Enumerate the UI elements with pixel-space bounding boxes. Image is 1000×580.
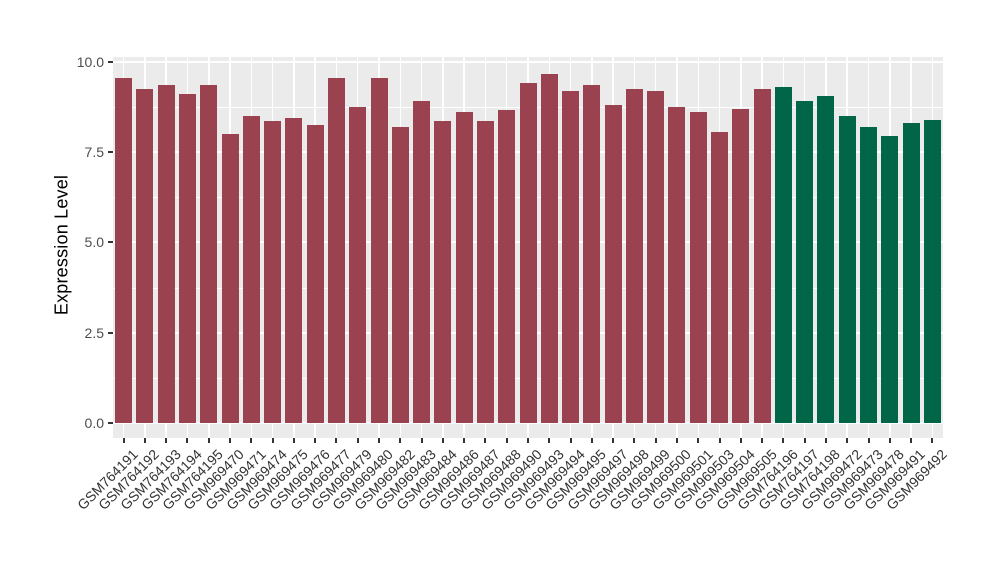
bar-GSM969488 — [498, 110, 516, 423]
x-tick — [910, 438, 913, 443]
plot-panel — [113, 57, 943, 438]
bar-GSM764198 — [817, 96, 835, 423]
x-tick — [314, 438, 317, 443]
bar-GSM969472 — [838, 115, 856, 423]
bar-GSM969474 — [264, 121, 282, 423]
x-tick — [888, 438, 891, 443]
y-tick-label: 0.0 — [84, 415, 104, 431]
x-tick — [931, 438, 934, 443]
x-tick — [675, 438, 678, 443]
y-tick — [108, 422, 113, 424]
bar-GSM969470 — [221, 133, 239, 423]
bar-GSM969492 — [923, 119, 941, 423]
x-tick — [271, 438, 274, 443]
bar-GSM764192 — [136, 88, 154, 423]
x-tick — [250, 438, 253, 443]
x-tick — [527, 438, 529, 443]
x-tick — [441, 438, 444, 443]
bar-GSM969500 — [668, 106, 686, 423]
x-tick — [399, 438, 402, 443]
y-tick-label: 7.5 — [84, 144, 104, 161]
bar-GSM969479 — [349, 106, 367, 423]
x-tick — [612, 438, 615, 443]
bar-GSM969491 — [902, 123, 920, 423]
x-tick — [335, 438, 338, 443]
bar-GSM969493 — [540, 74, 558, 423]
bar-GSM969484 — [434, 121, 452, 423]
bar-GSM969487 — [476, 121, 494, 423]
bar-GSM969486 — [455, 112, 473, 423]
x-tick — [122, 438, 125, 443]
y-tick — [108, 331, 113, 334]
y-tick-label: 2.5 — [84, 324, 104, 341]
bar-GSM764196 — [774, 86, 792, 423]
x-tick — [356, 438, 359, 443]
x-tick — [718, 438, 721, 443]
bar-GSM764195 — [200, 85, 218, 423]
x-tick — [782, 438, 785, 443]
bar-GSM969483 — [413, 101, 431, 423]
bar-GSM969478 — [881, 135, 899, 423]
x-tick — [143, 438, 146, 443]
y-tick — [108, 151, 113, 154]
bar-GSM969498 — [625, 88, 643, 423]
x-tick — [505, 438, 508, 443]
bar-GSM764193 — [157, 85, 175, 423]
bar-GSM969480 — [370, 77, 388, 423]
bar-GSM969499 — [647, 90, 665, 423]
x-tick — [824, 438, 827, 443]
bar-GSM969475 — [285, 117, 303, 423]
x-tick — [186, 438, 189, 443]
y-tick — [108, 60, 113, 63]
x-tick — [207, 438, 210, 443]
x-tick — [569, 438, 572, 443]
bar-GSM969473 — [860, 126, 877, 423]
x-tick — [590, 438, 593, 443]
x-tick — [803, 438, 806, 443]
bar-GSM969482 — [391, 126, 409, 423]
x-tick — [229, 438, 232, 443]
x-tick — [867, 438, 870, 443]
x-tick — [846, 438, 849, 443]
bar-GSM969503 — [711, 132, 729, 423]
x-tick — [165, 438, 168, 443]
bar-GSM969501 — [689, 112, 707, 423]
bar-GSM969497 — [604, 105, 622, 423]
x-tick — [761, 438, 764, 443]
x-tick — [420, 438, 423, 443]
y-tick-label: 10.0 — [76, 53, 104, 70]
bar-GSM969471 — [242, 115, 260, 423]
x-tick — [463, 438, 466, 443]
bar-GSM764194 — [178, 94, 196, 423]
bar-GSM969476 — [306, 124, 324, 423]
x-tick — [484, 438, 487, 443]
bar-GSM764197 — [796, 101, 814, 423]
x-tick — [292, 438, 295, 443]
bar-GSM764191 — [115, 77, 133, 423]
x-tick — [654, 438, 657, 443]
bar-GSM969505 — [753, 88, 771, 423]
x-tick — [548, 438, 551, 443]
x-tick — [633, 438, 636, 443]
bar-GSM969495 — [583, 85, 601, 423]
x-tick — [697, 438, 700, 443]
x-tick — [378, 438, 381, 443]
y-tick-label: 5.0 — [84, 234, 104, 251]
bar-GSM969504 — [732, 108, 750, 423]
x-tick — [739, 438, 742, 443]
bar-GSM969477 — [327, 77, 345, 423]
y-tick — [108, 241, 113, 244]
bar-GSM969494 — [562, 90, 580, 423]
bar-GSM969490 — [519, 83, 537, 423]
